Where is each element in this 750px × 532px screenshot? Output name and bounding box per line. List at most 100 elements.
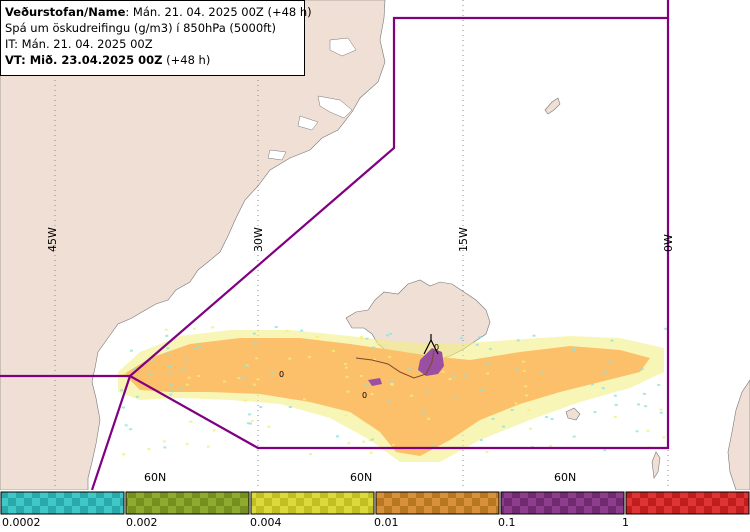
ash-speckle bbox=[359, 375, 363, 377]
ash-high-concentration-area bbox=[418, 348, 444, 376]
parallel-label: 60N bbox=[144, 471, 166, 484]
ash-speckle bbox=[181, 368, 185, 371]
ash-speckle bbox=[309, 453, 312, 456]
ash-speckle bbox=[603, 449, 607, 452]
initial-time: IT: Mán. 21. 04. 2025 00Z bbox=[5, 37, 153, 51]
ash-speckle bbox=[122, 453, 125, 456]
ash-high-concentration-patch bbox=[368, 378, 382, 386]
ash-speckle bbox=[662, 436, 666, 439]
legend-tick-label: 0.1 bbox=[498, 516, 516, 529]
ash-speckle bbox=[659, 408, 663, 411]
ash-trajectory-line bbox=[355, 349, 435, 379]
meridian-label: 0W bbox=[662, 234, 675, 252]
ash-speckle bbox=[259, 406, 263, 408]
ash-speckle bbox=[179, 388, 183, 391]
valid-time: VT: Mið. 23.04.2025 00Z bbox=[5, 53, 163, 67]
ash-speckle bbox=[166, 353, 170, 356]
ash-speckle bbox=[613, 394, 617, 397]
ash-speckle bbox=[640, 368, 644, 371]
contour-label: 0 bbox=[362, 391, 367, 400]
ash-speckle bbox=[129, 349, 133, 352]
ash-speckle bbox=[162, 440, 166, 443]
ash-speckle bbox=[223, 380, 227, 383]
ash-speckle bbox=[375, 342, 379, 345]
greenland-landmass bbox=[0, 0, 386, 490]
ash-speckle bbox=[532, 334, 536, 337]
ash-speckle bbox=[189, 420, 193, 423]
ash-speckle bbox=[288, 357, 292, 360]
ash-speckle bbox=[522, 369, 526, 372]
ash-speckle bbox=[370, 438, 374, 441]
ash-speckle bbox=[485, 450, 489, 453]
legend-tick-label: 0.002 bbox=[126, 516, 158, 529]
ash-speckle bbox=[123, 372, 127, 375]
ash-speckle bbox=[253, 341, 257, 344]
ash-speckle bbox=[479, 439, 483, 441]
ash-speckle bbox=[502, 425, 505, 428]
ash-speckle bbox=[147, 448, 151, 451]
ash-speckle bbox=[163, 446, 167, 449]
ash-speckle bbox=[302, 398, 306, 401]
greenland-fjord bbox=[267, 149, 287, 161]
ash-speckle bbox=[237, 377, 241, 380]
meridian-label: 45W bbox=[46, 227, 59, 252]
ash-speckle bbox=[185, 442, 189, 445]
ash-speckle bbox=[168, 365, 172, 368]
ash-speckle bbox=[165, 334, 169, 337]
ash-speckle bbox=[135, 395, 139, 398]
ash-speckle bbox=[644, 405, 648, 408]
ash-speckle bbox=[288, 406, 292, 408]
ash-speckle bbox=[659, 411, 663, 414]
ash-speckle bbox=[148, 374, 152, 376]
ash-speckle bbox=[635, 430, 639, 433]
ash-speckle bbox=[360, 337, 364, 340]
valid-time-offset: (+48 h) bbox=[162, 53, 211, 67]
ash-speckle bbox=[332, 349, 335, 352]
ash-speckle bbox=[387, 398, 391, 401]
ash-speckle bbox=[253, 383, 256, 386]
volcano-marker-icon[interactable] bbox=[423, 334, 439, 355]
ash-speckle bbox=[184, 359, 188, 361]
issuer-line: Veðurstofan/Name: Mán. 21. 04. 2025 00Z … bbox=[5, 4, 312, 20]
ash-speckle bbox=[657, 383, 661, 386]
legend-color-bin bbox=[500, 491, 625, 515]
ash-speckle bbox=[368, 439, 372, 442]
ash-speckle bbox=[491, 417, 495, 420]
ash-speckle bbox=[362, 440, 365, 443]
ash-speckle bbox=[270, 371, 274, 374]
ash-speckle bbox=[150, 359, 154, 362]
ash-speckle bbox=[389, 332, 393, 335]
concentration-legend bbox=[0, 491, 750, 515]
ash-speckle bbox=[255, 357, 259, 360]
ash-speckle bbox=[572, 349, 576, 352]
forecast-area-boundary bbox=[129, 18, 670, 450]
ash-speckle bbox=[346, 390, 350, 393]
ash-speckle bbox=[386, 334, 390, 337]
ash-speckle bbox=[243, 399, 247, 402]
map-canvas[interactable]: 0 0 0 45W 30W 15W 0W 60N 60N 60N bbox=[0, 0, 750, 490]
ash-speckle bbox=[441, 370, 445, 373]
ash-speckle bbox=[610, 339, 614, 342]
legend-color-bin bbox=[0, 491, 125, 515]
ash-speckle bbox=[478, 336, 482, 338]
ash-speckle bbox=[475, 343, 479, 346]
greenland-fjord bbox=[317, 95, 353, 119]
legend-tick-label: 1 bbox=[622, 516, 629, 529]
legend-tick-label: 0.0002 bbox=[2, 516, 41, 529]
ash-speckle bbox=[642, 392, 646, 395]
legend-color-bin bbox=[375, 491, 500, 515]
faroe-islands bbox=[565, 407, 581, 421]
ash-speckle bbox=[344, 366, 348, 369]
ash-speckle bbox=[198, 345, 202, 348]
ash-speckle bbox=[365, 383, 369, 386]
ash-speckle bbox=[525, 394, 528, 397]
ash-speckle bbox=[166, 347, 170, 350]
ash-speckle bbox=[133, 368, 137, 371]
ash-speckle bbox=[187, 376, 191, 379]
fir-boundary bbox=[0, 374, 132, 490]
ash-speckle bbox=[515, 367, 519, 370]
ash-speckle bbox=[463, 374, 467, 377]
ash-speckle bbox=[425, 389, 429, 392]
legend-color-bin bbox=[125, 491, 250, 515]
issuer-name: Veðurstofan/Name bbox=[5, 5, 126, 19]
